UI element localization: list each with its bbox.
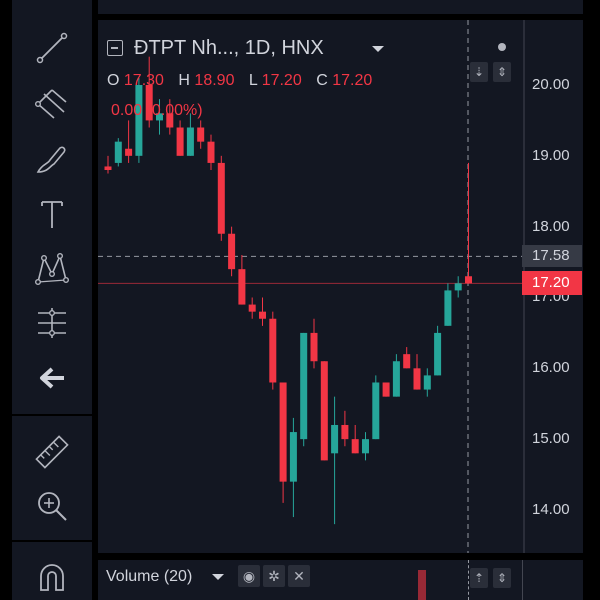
- candle-body: [259, 311, 266, 319]
- candle-body: [176, 127, 184, 156]
- candle-body: [156, 113, 163, 121]
- ohlc-values: O 17.30 H 18.90 L 17.20 C 17.20: [107, 72, 382, 90]
- candle-body: [238, 269, 246, 305]
- candle-body: [207, 141, 215, 163]
- candle-body: [269, 318, 277, 383]
- volume-panel[interactable]: Volume (20) ◉ ✲ ✕ ⇡ ⇕: [98, 560, 583, 600]
- top-panel-strip: [98, 0, 583, 14]
- drawing-toolbar: [12, 0, 92, 600]
- price-axis-label: 16.00: [532, 359, 570, 377]
- candle-body: [403, 354, 411, 369]
- eye-icon[interactable]: ◉: [238, 565, 260, 587]
- scroll-updown-icon[interactable]: ⇕: [493, 62, 511, 82]
- ruler-icon[interactable]: [32, 432, 72, 472]
- open-value: 17.30: [123, 72, 164, 89]
- back-arrow-icon[interactable]: [32, 358, 72, 398]
- candle-body: [228, 233, 236, 270]
- candle-body: [362, 439, 369, 454]
- candle-body: [114, 141, 122, 163]
- candle-body: [186, 127, 194, 156]
- close-value: 17.20: [332, 72, 373, 89]
- price-axis-label: 18.00: [532, 217, 570, 235]
- price-axis-label: 15.00: [532, 430, 570, 448]
- change-value: 0.00 (0.00%): [111, 102, 203, 119]
- price-axis-label: 19.00: [532, 146, 570, 164]
- crosshair-vertical: [468, 560, 469, 600]
- measure-icon[interactable]: [32, 303, 72, 343]
- status-dot-icon: [498, 43, 506, 51]
- candle-body: [104, 166, 112, 170]
- candle-body: [145, 85, 153, 121]
- candle-body: [217, 162, 225, 234]
- crosshair-price-label: 17.58: [522, 245, 582, 267]
- collapse-legend-icon[interactable]: [107, 40, 123, 56]
- candle-body: [166, 113, 174, 128]
- candle-body: [341, 424, 349, 440]
- candle-body: [392, 361, 400, 397]
- candle-body: [331, 424, 339, 454]
- candle-body: [413, 368, 421, 390]
- candle-body: [310, 332, 318, 362]
- candle-body: [248, 304, 256, 312]
- close-icon[interactable]: ✕: [288, 565, 310, 587]
- low-value: 17.20: [261, 72, 302, 89]
- open-label: O: [107, 72, 120, 89]
- chart-panel[interactable]: ĐTPT Nh..., 1D, HNX O 17.30 H 18.90 L 17…: [98, 20, 583, 553]
- gear-icon[interactable]: ✲: [263, 565, 285, 587]
- candle-body: [197, 127, 205, 142]
- candle-body: [279, 382, 287, 482]
- zoom-in-icon[interactable]: [32, 486, 72, 526]
- candle-body: [423, 375, 431, 390]
- magnet-icon[interactable]: [32, 558, 72, 598]
- candle-body: [320, 361, 328, 461]
- candle-body: [125, 148, 133, 156]
- toolbar-divider: [12, 414, 92, 416]
- trend-line-icon[interactable]: [32, 28, 72, 68]
- price-axis-label: 20.00: [532, 76, 570, 93]
- candle-body: [465, 276, 472, 284]
- high-value: 18.90: [194, 72, 235, 89]
- price-axis-label: 14.00: [532, 500, 570, 518]
- pattern-icon[interactable]: [32, 248, 72, 288]
- candle-body: [444, 290, 452, 326]
- candle-body: [300, 332, 308, 440]
- volume-label[interactable]: Volume (20): [106, 568, 193, 585]
- toolbar-divider: [12, 540, 92, 542]
- candle-body: [382, 382, 390, 397]
- high-label: H: [178, 72, 190, 89]
- chevron-down-icon[interactable]: [372, 46, 384, 52]
- candle-body: [351, 439, 359, 454]
- candle-body: [434, 332, 442, 376]
- move-up-icon[interactable]: ⇡: [470, 568, 488, 588]
- low-label: L: [248, 72, 258, 89]
- price-chart[interactable]: [98, 20, 583, 553]
- candle-body: [289, 432, 297, 482]
- candle-body: [454, 283, 462, 291]
- candle-body: [135, 85, 143, 156]
- symbol-title[interactable]: ĐTPT Nh..., 1D, HNX: [134, 37, 324, 59]
- brush-icon[interactable]: [32, 140, 72, 180]
- volume-bar: [418, 570, 426, 600]
- pitchfork-icon[interactable]: [32, 84, 72, 124]
- last-price-label: 17.20: [522, 271, 582, 295]
- scroll-updown-icon[interactable]: ⇕: [493, 568, 511, 588]
- chevron-down-icon[interactable]: [212, 574, 224, 580]
- close-label: C: [316, 72, 328, 89]
- price-axis-divider: [522, 560, 523, 600]
- scroll-down-icon[interactable]: ⇣: [470, 62, 488, 82]
- text-icon[interactable]: [32, 194, 72, 234]
- candle-body: [372, 382, 380, 440]
